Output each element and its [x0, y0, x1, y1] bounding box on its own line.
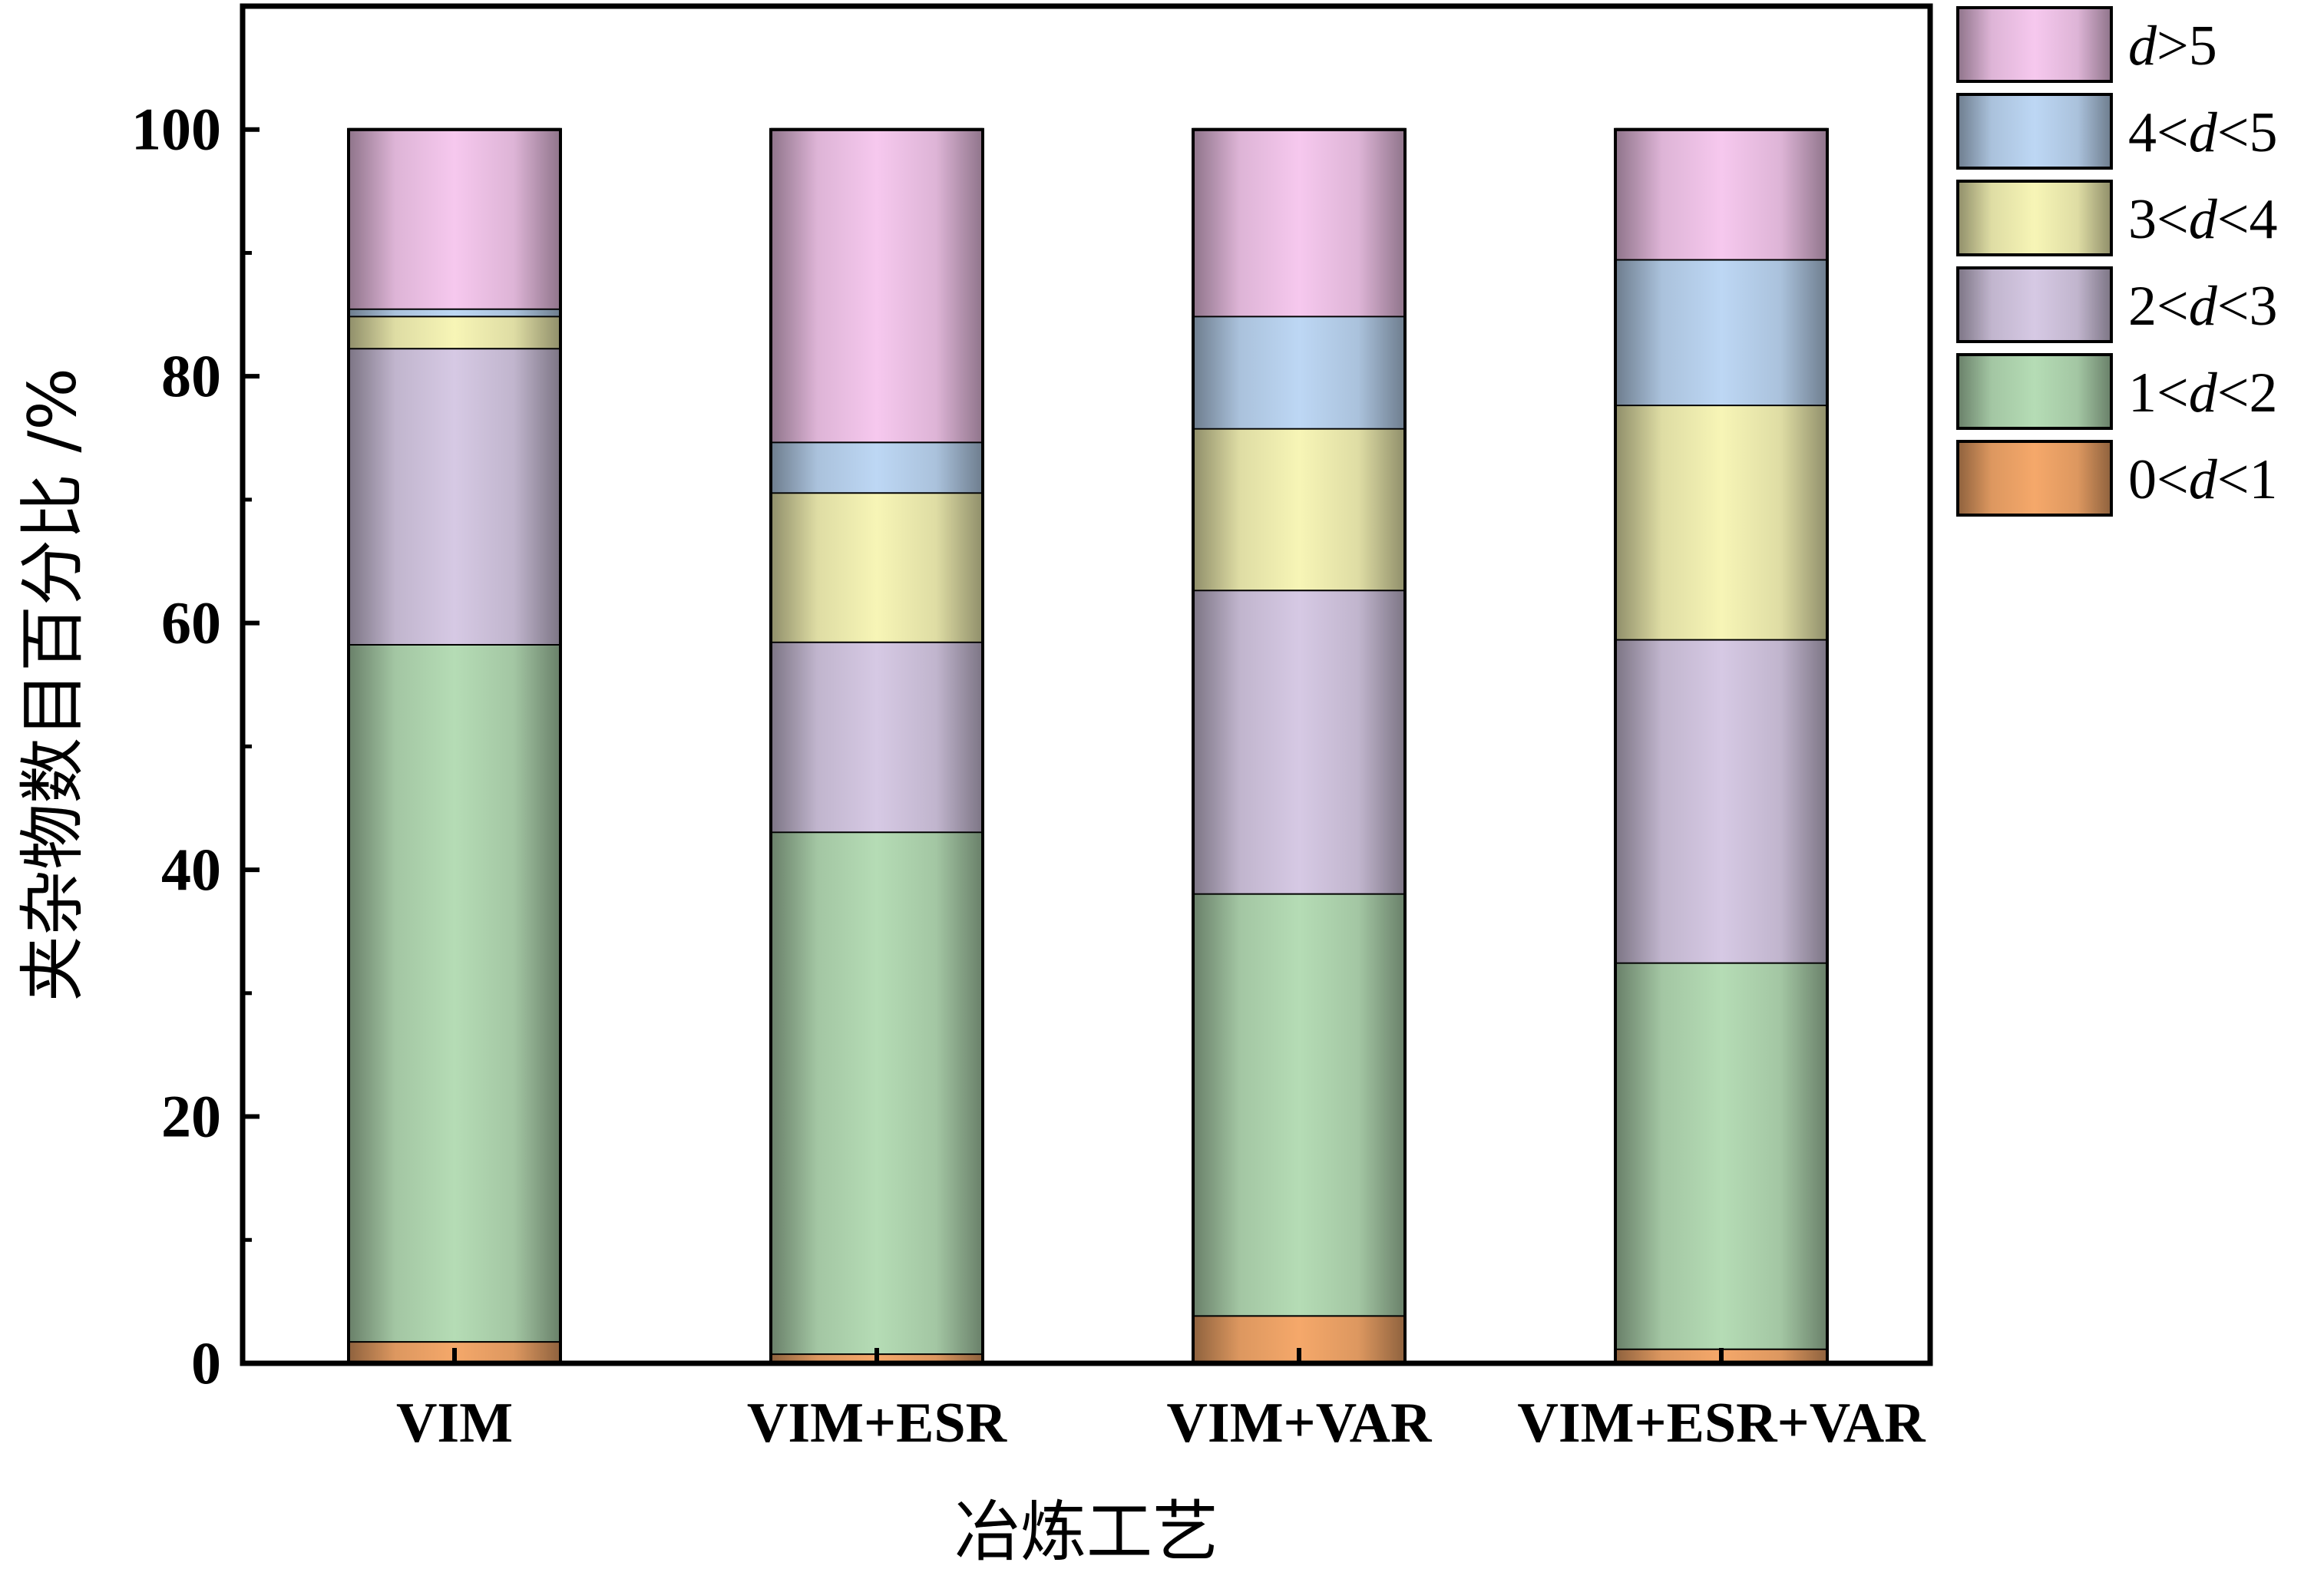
legend-swatch-border-4 [1956, 353, 2113, 430]
legend-swatch-shade-2 [1958, 181, 2111, 255]
legend-label-3: 2<d<3 [2128, 275, 2277, 338]
legend-swatch-shade-0 [1958, 8, 2111, 81]
legend-swatch-border-2 [1956, 180, 2113, 256]
bar-segment-shade-3-3 [1615, 405, 1827, 639]
bar-segment-shade-2-4 [1193, 315, 1405, 428]
legend-swatch-shade-4 [1958, 355, 2111, 428]
x-tick-label-3: VIM+ESR+VAR [1517, 1392, 1926, 1455]
legend-label-5: 0<d<1 [2128, 448, 2277, 511]
bar-segment-shade-1-2 [771, 641, 983, 832]
bar-segment-shade-2-3 [1193, 428, 1405, 590]
bar-segment-shade-2-2 [1193, 590, 1405, 894]
legend-label-2: 3<d<4 [2128, 188, 2277, 251]
bar-segment-shade-1-1 [771, 831, 983, 1354]
y-tick-label-0: 0 [191, 1330, 221, 1396]
legend-item-0: d>5 [1956, 6, 2217, 83]
bar-segment-shade-1-5 [771, 129, 983, 442]
legend: d>5 4<d<5 3<d<4 2<d<3 1<d<2 0<d<1 [1956, 6, 2277, 517]
x-tick-label-1: VIM+ESR [747, 1392, 1008, 1455]
bar-layer [347, 127, 1829, 1365]
bar-segment-shade-0-5 [349, 129, 560, 309]
bar-segment-shade-0-2 [349, 348, 560, 644]
bar-segment-shade-3-5 [1615, 129, 1827, 259]
legend-item-3: 2<d<3 [1956, 266, 2277, 343]
bar-segment-shade-0-4 [349, 308, 560, 316]
bar-segment-shade-2-5 [1193, 129, 1405, 316]
legend-item-5: 0<d<1 [1956, 440, 2277, 517]
bar-stack-1 [769, 127, 984, 1365]
legend-item-2: 3<d<4 [1956, 180, 2277, 256]
legend-label-4: 1<d<2 [2128, 362, 2277, 424]
bar-segment-shade-0-1 [349, 643, 560, 1342]
bar-segment-shade-3-4 [1615, 259, 1827, 405]
legend-swatch-border-1 [1956, 93, 2113, 170]
bar-segment-shade-2-1 [1193, 893, 1405, 1316]
legend-label-1: 4<d<5 [2128, 101, 2277, 164]
bar-segment-shade-0-3 [349, 315, 560, 349]
x-axis: VIM VIM+ESR VIM+VAR VIM+ESR+VAR [396, 1348, 1926, 1455]
legend-swatch-border-3 [1956, 266, 2113, 343]
plot-frame [240, 3, 1933, 1366]
legend-item-4: 1<d<2 [1956, 353, 2277, 430]
y-axis-title: 夹杂物数目百分比 /% [15, 368, 91, 1002]
y-tick-label-2: 40 [161, 836, 221, 903]
y-tick-label-5: 100 [131, 96, 221, 163]
legend-swatch-border-5 [1956, 440, 2113, 517]
legend-swatch-shade-5 [1958, 441, 2111, 515]
y-tick-label-4: 80 [161, 342, 221, 409]
x-axis-title: 冶炼工艺 [954, 1494, 1218, 1571]
legend-swatch-shade-1 [1958, 94, 2111, 168]
legend-swatch-border-0 [1956, 6, 2113, 83]
bar-stack-0 [347, 127, 562, 1365]
bar-segment-shade-3-1 [1615, 962, 1827, 1349]
x-tick-label-2: VIM+VAR [1166, 1392, 1433, 1455]
x-tick-label-0: VIM [396, 1392, 513, 1455]
legend-label-0: d>5 [2128, 15, 2217, 78]
bar-segment-shade-1-4 [771, 441, 983, 493]
bar-segment-shade-1-3 [771, 492, 983, 642]
y-axis: 0 20 40 60 80 100 [131, 96, 260, 1396]
legend-item-1: 4<d<5 [1956, 93, 2277, 170]
bar-stack-3 [1614, 127, 1829, 1365]
y-tick-label-3: 60 [161, 590, 221, 656]
legend-swatch-shade-3 [1958, 268, 2111, 342]
bar-segment-shade-3-2 [1615, 639, 1827, 963]
y-tick-label-1: 20 [161, 1083, 221, 1150]
bar-stack-2 [1192, 127, 1407, 1365]
